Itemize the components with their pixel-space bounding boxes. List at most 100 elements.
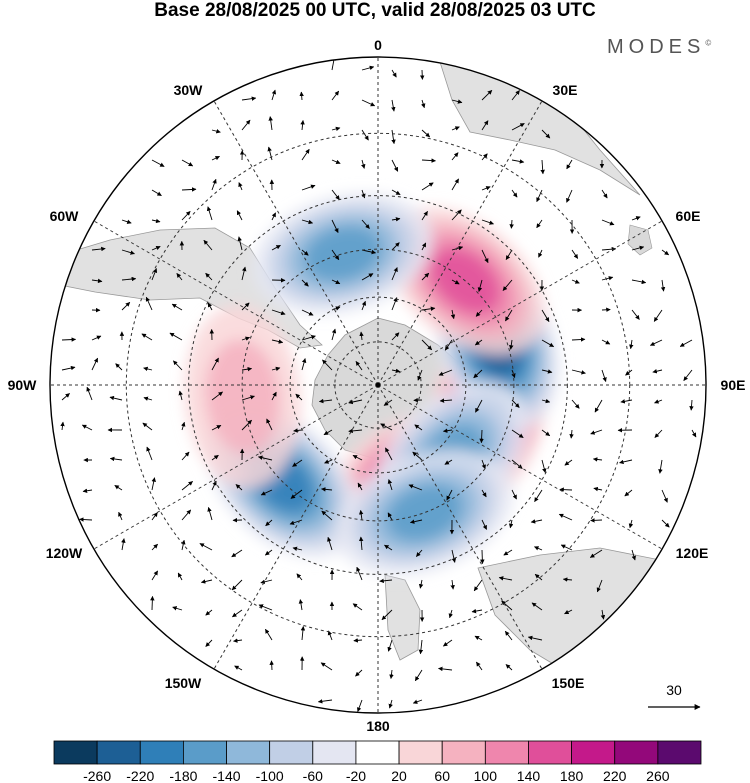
wind-arrow: [181, 421, 186, 431]
wind-arrow: [571, 337, 586, 342]
wind-arrow: [233, 638, 243, 643]
wind-arrow: [625, 369, 633, 376]
latitude-circle: [188, 195, 568, 575]
wind-arrow: [661, 489, 668, 503]
wind-arrow: [654, 399, 663, 404]
colorbar-swatch: [657, 740, 702, 765]
wind-arrow: [505, 664, 513, 671]
wind-arrow: [81, 424, 93, 431]
wind-arrow: [121, 276, 137, 282]
wind-arrow: [207, 506, 213, 521]
wind-arrow: [348, 428, 363, 434]
wind-arrow: [653, 309, 663, 322]
colorbar-swatch: [398, 740, 443, 765]
wind-arrow: [361, 159, 366, 169]
wind-arrow: [509, 339, 514, 350]
wind-arrow: [471, 608, 483, 614]
wind-arrow: [145, 296, 153, 311]
wind-arrow: [421, 158, 436, 163]
anomaly-contour: [386, 484, 463, 541]
wind-arrow: [121, 219, 132, 224]
wind-arrow: [564, 609, 573, 615]
wind-arrow: [301, 279, 309, 287]
wind-arrow: [511, 429, 524, 438]
graticule: [50, 57, 706, 713]
wind-arrow: [361, 99, 376, 107]
wind-arrow: [292, 459, 303, 467]
reference-vector-label: 30: [666, 682, 682, 698]
wind-arrow: [257, 455, 273, 461]
wind-arrow: [151, 189, 162, 197]
wind-arrow: [211, 178, 217, 191]
wind-arrow: [601, 369, 607, 383]
wind-arrow: [438, 666, 453, 672]
wind-arrow: [683, 369, 693, 381]
wind-arrow: [173, 360, 183, 371]
wind-arrow: [258, 604, 273, 611]
wind-arrow: [361, 300, 367, 311]
wind-arrow: [444, 459, 453, 465]
wind-arrow: [61, 337, 77, 342]
wind-arrow: [387, 639, 393, 652]
colorbar-tick-label: 100: [474, 768, 498, 783]
wind-arrow: [511, 399, 520, 408]
wind-arrow: [590, 429, 603, 435]
wind-arrow: [508, 519, 514, 529]
wind-arrow: [241, 336, 250, 341]
wind-arrow: [562, 577, 573, 582]
wind-arrow: [421, 129, 431, 138]
latitude-circle: [289, 296, 467, 474]
wind-arrow: [534, 489, 543, 503]
wind-arrow: [416, 549, 423, 557]
wind-arrow: [481, 489, 487, 498]
wind-arrow: [352, 454, 363, 461]
meridian-line: [377, 384, 543, 670]
lon-label-90e: 90E: [721, 377, 746, 393]
wind-arrow: [82, 488, 93, 494]
wind-arrow: [91, 278, 103, 284]
wind-arrow: [348, 399, 363, 405]
wind-arrow: [691, 429, 697, 438]
wind-arrow: [660, 279, 666, 292]
wind-arrow: [620, 399, 633, 404]
wind-arrow: [511, 489, 517, 500]
wind-arrow: [481, 459, 486, 470]
colorbar-swatch: [571, 740, 616, 765]
lon-label-30w: 30W: [174, 82, 204, 98]
wind-arrow: [269, 660, 274, 671]
wind-arrow: [601, 219, 615, 226]
wind-arrow: [571, 369, 586, 375]
lon-label-90w: 90W: [8, 377, 38, 393]
wind-arrow: [511, 189, 518, 198]
wind-arrow: [380, 423, 393, 431]
wind-arrow: [444, 339, 453, 351]
wind-arrow: [624, 489, 633, 497]
wind-arrow: [151, 245, 161, 251]
lon-label-30e: 30E: [553, 82, 578, 98]
wind-arrow: [268, 116, 273, 131]
wind-arrow: [331, 90, 340, 101]
brand-name: MODES: [607, 36, 706, 58]
wind-arrow: [356, 699, 363, 713]
wind-arrow: [505, 249, 513, 261]
wind-arrow: [331, 328, 337, 341]
wind-arrow: [234, 665, 243, 671]
lon-label-60e: 60E: [676, 208, 701, 224]
wind-arrow: [481, 89, 493, 101]
wind-arrow: [384, 544, 393, 551]
anomaly-field: [184, 192, 560, 576]
colorbar-swatch: [441, 740, 486, 765]
wind-arrow: [652, 369, 663, 374]
wind-arrow: [446, 489, 453, 501]
wind-arrow: [292, 546, 303, 551]
wind-arrow: [207, 302, 213, 311]
map-boundary: [49, 56, 707, 714]
wind-arrow: [271, 391, 277, 401]
wind-arrow: [267, 146, 273, 161]
wind-arrow: [560, 544, 573, 551]
wind-arrow: [473, 369, 483, 379]
wind-arrow: [391, 368, 401, 373]
wind-arrow: [151, 477, 156, 491]
wind-arrow: [421, 99, 426, 109]
wind-arrow: [318, 398, 333, 404]
